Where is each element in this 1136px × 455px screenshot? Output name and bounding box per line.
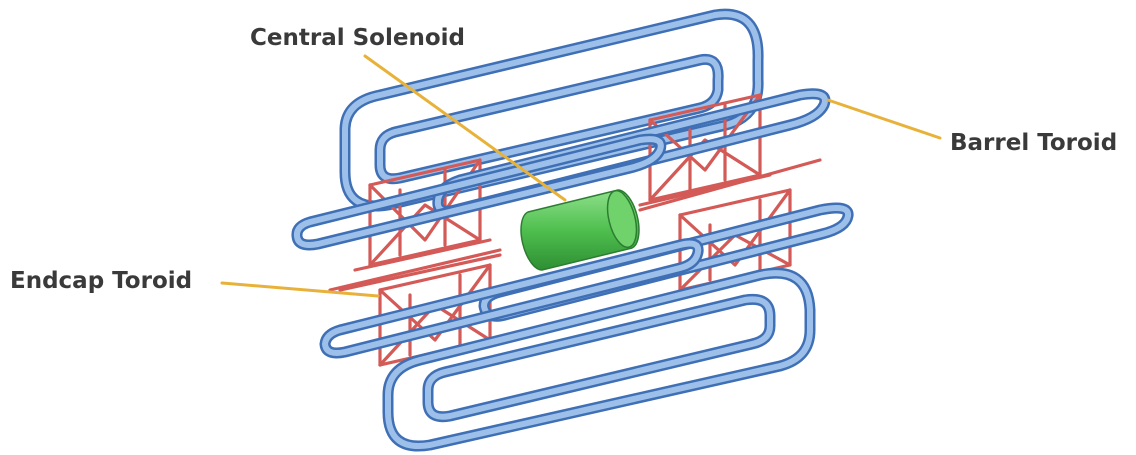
leader-barrel-toroid [826,98,942,140]
leader-lines [220,54,942,298]
barrel-toroid-coil-upper-right [432,88,831,217]
leader-central-solenoid [363,54,567,202]
endcap-toroid-label: Endcap Toroid [10,268,193,294]
leader-endcap-toroid [220,281,380,298]
barrel-toroid-coil-right [478,202,854,322]
barrel-toroid-coil-bottom [382,267,816,452]
barrel-toroid-coil-lower-left [319,238,704,359]
barrel-toroid-coil-upper-left [291,133,667,251]
barrel-toroid-label: Barrel Toroid [950,130,1118,156]
central-solenoid [520,189,640,271]
central-solenoid-label: Central Solenoid [250,25,465,51]
